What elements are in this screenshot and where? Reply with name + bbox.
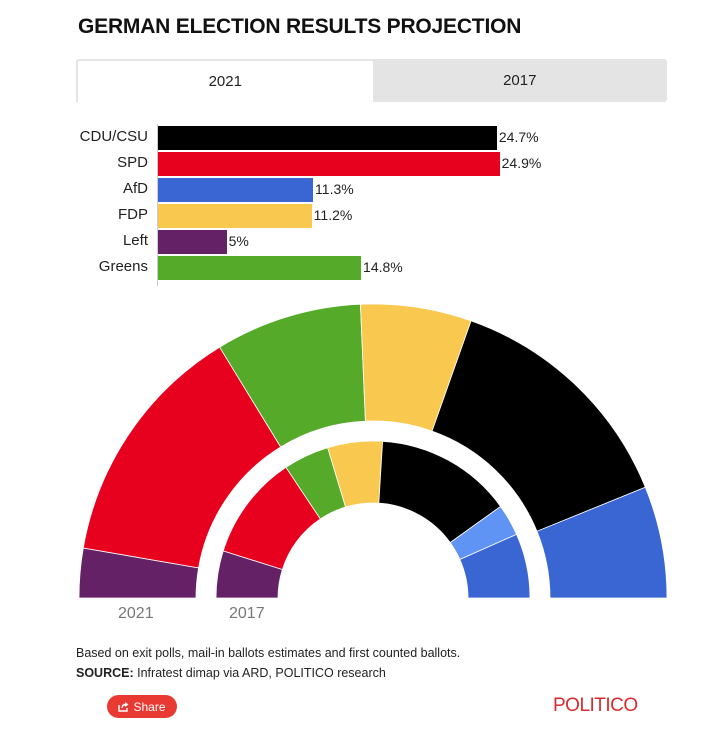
- bar-row: Left 5%: [0, 230, 728, 254]
- tab-2021[interactable]: 2021: [76, 59, 373, 102]
- bar-row: FDP 11.2%: [0, 204, 728, 228]
- ring-label-2017: 2017: [229, 605, 265, 622]
- bar: [158, 204, 312, 228]
- footnote: Based on exit polls, mail-in ballots est…: [76, 646, 461, 660]
- bar-label: Greens: [98, 258, 148, 275]
- bar-label: FDP: [118, 206, 148, 223]
- bar-row: SPD 24.9%: [0, 152, 728, 176]
- bar-value-label: 11.2%: [313, 207, 353, 223]
- ring-label-2021: 2021: [118, 605, 154, 622]
- hemicycle-chart: [78, 303, 668, 599]
- chart-title: GERMAN ELECTION RESULTS PROJECTION: [78, 15, 522, 38]
- bar-value-label: 14.8%: [363, 259, 403, 275]
- bar: [158, 256, 362, 280]
- bar: [158, 230, 227, 254]
- source-line: SOURCE: Infratest dimap via ARD, POLITIC…: [76, 666, 386, 680]
- bar-label: SPD: [117, 154, 148, 171]
- share-button[interactable]: Share: [107, 695, 177, 718]
- bar: [158, 152, 500, 176]
- bar-label: CDU/CSU: [79, 128, 148, 145]
- bar-row: AfD 11.3%: [0, 178, 728, 202]
- source-label: SOURCE:: [76, 666, 134, 680]
- ring-2017-segment: [459, 533, 531, 599]
- bar-label: AfD: [122, 180, 148, 197]
- share-icon: [118, 701, 129, 712]
- bar: [158, 178, 314, 202]
- tab-2017[interactable]: 2017: [503, 72, 537, 89]
- bar-value-label: 5%: [228, 233, 249, 249]
- ring-2021-segment: [536, 486, 668, 599]
- bar-value-label: 24.9%: [501, 155, 542, 171]
- share-label: Share: [133, 699, 166, 714]
- bar-row: Greens 14.8%: [0, 256, 728, 280]
- bar-value-label: 11.3%: [315, 181, 354, 197]
- bar-row: CDU/CSU 24.7%: [0, 126, 728, 150]
- bar-label: Left: [122, 232, 148, 249]
- source-text: Infratest dimap via ARD, POLITICO resear…: [133, 666, 386, 680]
- bar: [158, 126, 497, 150]
- year-tabs: 2021 2017: [76, 59, 667, 102]
- politico-logo: POLITICO: [553, 695, 638, 716]
- bar-axis: [157, 124, 158, 286]
- bar-value-label: 24.7%: [498, 129, 539, 145]
